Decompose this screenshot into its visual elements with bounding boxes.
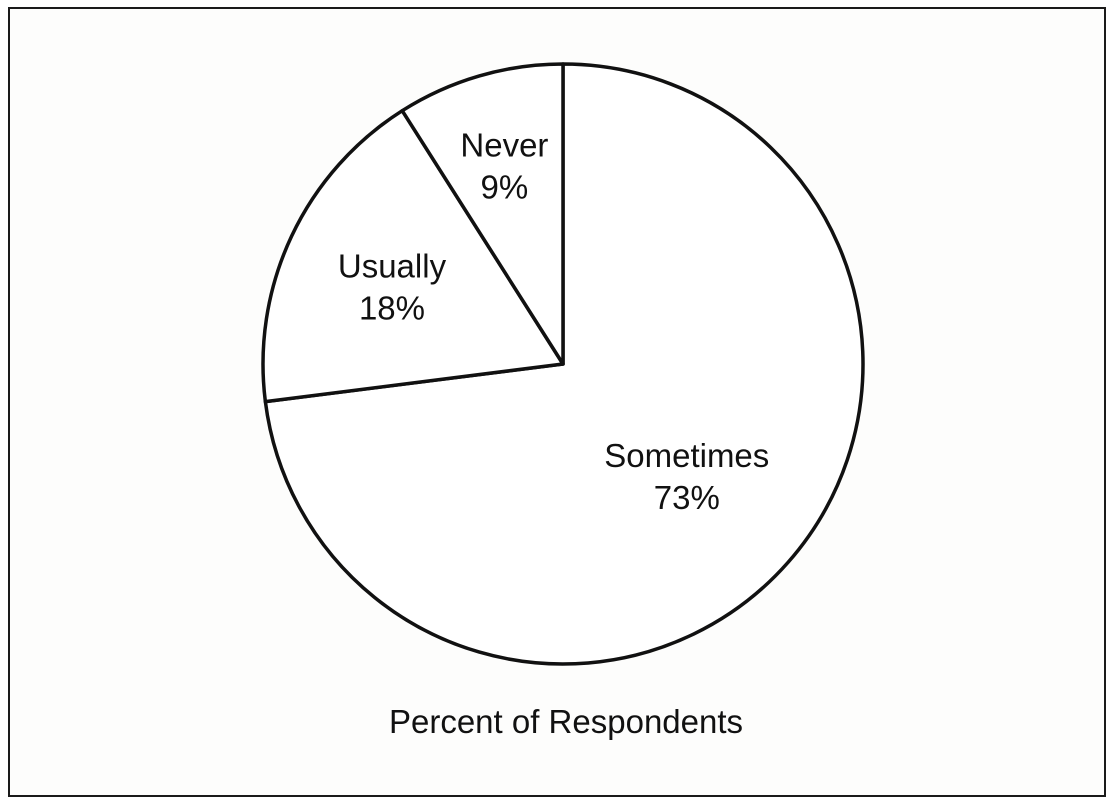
pie-slices: [261, 62, 865, 666]
slice-label-usually: Usually 18%: [338, 248, 447, 327]
pie-slice-usually: [261, 108, 565, 404]
slice-percent: 73%: [654, 479, 720, 516]
slice-name: Sometimes: [604, 437, 769, 474]
chart-title: Percent of Respondents: [389, 703, 743, 740]
slice-name: Usually: [338, 248, 447, 285]
pie-labels: Sometimes 73% Usually 18% Never 9%: [338, 126, 769, 516]
slice-percent: 9%: [481, 168, 529, 205]
slice-label-never: Never 9%: [460, 126, 548, 205]
slice-label-sometimes: Sometimes 73%: [604, 437, 769, 516]
pie-slice-never: [400, 62, 565, 366]
slice-name: Never: [460, 126, 548, 163]
slice-percent: 18%: [359, 290, 425, 327]
